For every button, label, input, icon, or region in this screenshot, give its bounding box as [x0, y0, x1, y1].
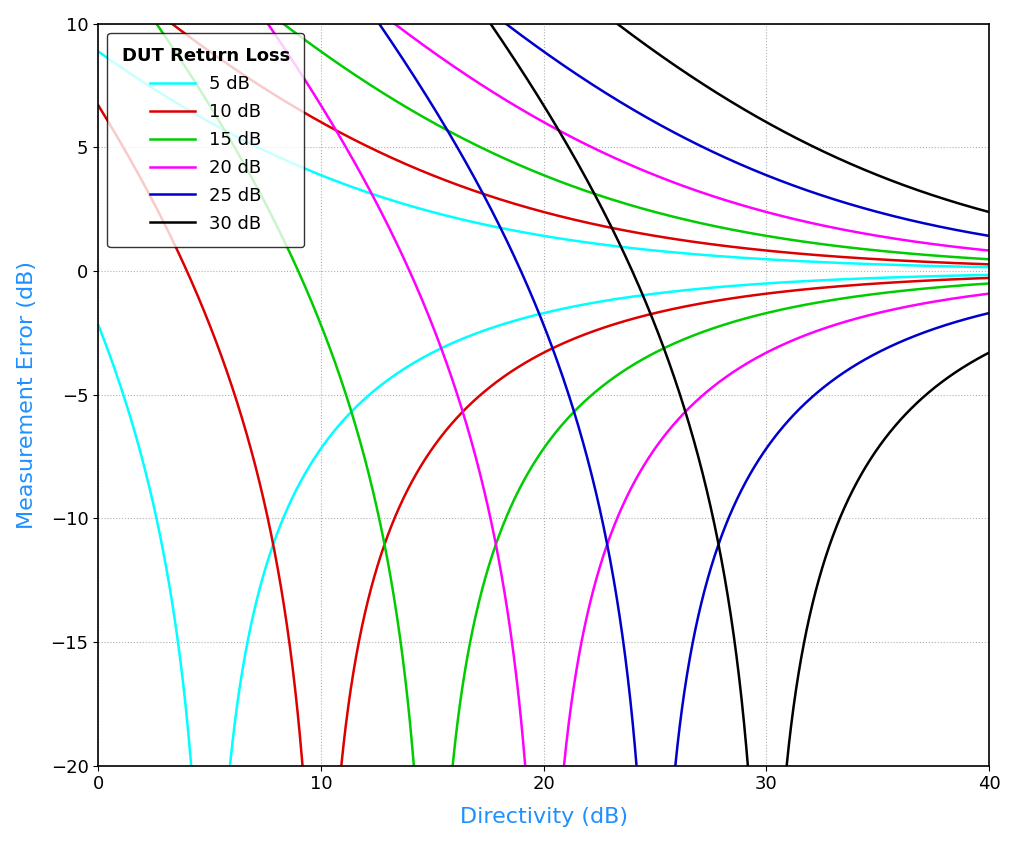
- Legend: 5 dB, 10 dB, 15 dB, 20 dB, 25 dB, 30 dB: 5 dB, 10 dB, 15 dB, 20 dB, 25 dB, 30 dB: [108, 33, 304, 247]
- X-axis label: Directivity (dB): Directivity (dB): [460, 808, 627, 827]
- Y-axis label: Measurement Error (dB): Measurement Error (dB): [16, 261, 37, 528]
